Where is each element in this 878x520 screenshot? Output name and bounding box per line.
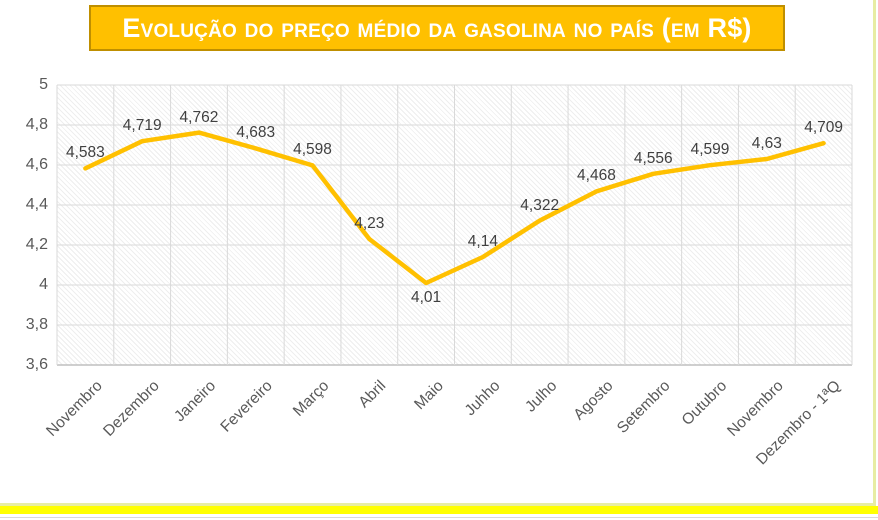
data-label: 4,598 bbox=[293, 141, 332, 159]
data-label: 4,14 bbox=[467, 233, 498, 250]
data-label: 4,709 bbox=[804, 119, 843, 137]
y-tick-label: 3,6 bbox=[25, 356, 48, 373]
data-label: 4,322 bbox=[520, 196, 560, 214]
data-label: 4,63 bbox=[751, 135, 782, 152]
data-label: 4,719 bbox=[122, 117, 162, 135]
y-tick-label: 5 bbox=[39, 76, 48, 93]
data-label: 4,556 bbox=[633, 149, 673, 167]
y-tick-label: 4,4 bbox=[25, 196, 48, 213]
data-label: 4,23 bbox=[354, 215, 385, 232]
data-label: 4,599 bbox=[690, 141, 730, 159]
price-series-line bbox=[83, 130, 826, 286]
data-label: 4,762 bbox=[179, 108, 219, 126]
y-tick-label: 3,8 bbox=[25, 316, 48, 333]
cell-gridline bbox=[0, 517, 878, 518]
highlight-row bbox=[0, 506, 878, 514]
y-tick-label: 4,8 bbox=[25, 116, 48, 133]
data-label: 4,468 bbox=[577, 167, 616, 185]
data-label: 4,01 bbox=[411, 289, 442, 306]
data-label: 4,683 bbox=[236, 124, 276, 142]
chart-canvas bbox=[56, 84, 853, 366]
y-tick-label: 4,2 bbox=[25, 236, 48, 253]
y-tick-label: 4,6 bbox=[25, 156, 48, 173]
chart-container[interactable]: Evolução do preço médio da gasolina no p… bbox=[0, 0, 876, 506]
chart-title: Evolução do preço médio da gasolina no p… bbox=[89, 5, 785, 51]
y-tick-label: 4 bbox=[39, 276, 48, 293]
data-label: 4,583 bbox=[65, 144, 105, 162]
